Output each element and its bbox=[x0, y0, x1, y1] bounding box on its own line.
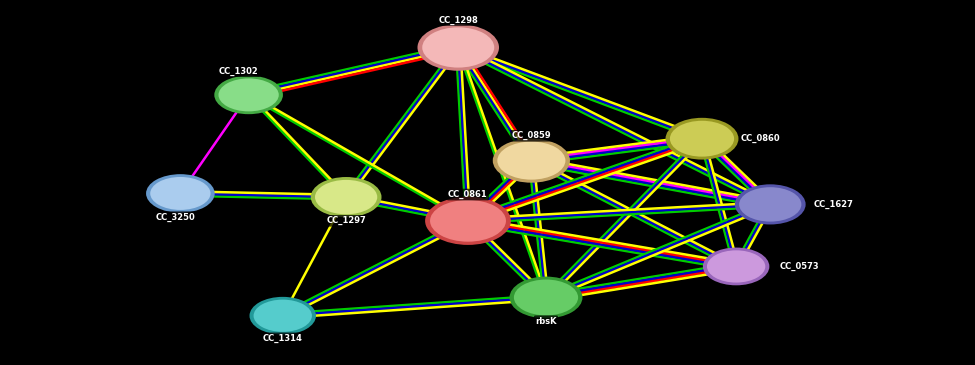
Ellipse shape bbox=[666, 118, 738, 160]
Text: CC_1314: CC_1314 bbox=[263, 334, 302, 343]
Ellipse shape bbox=[253, 299, 313, 333]
Ellipse shape bbox=[421, 26, 495, 69]
Ellipse shape bbox=[746, 191, 795, 218]
Ellipse shape bbox=[505, 146, 558, 176]
Ellipse shape bbox=[314, 179, 378, 215]
Ellipse shape bbox=[735, 184, 805, 224]
Ellipse shape bbox=[250, 297, 316, 335]
Ellipse shape bbox=[496, 141, 566, 181]
Ellipse shape bbox=[706, 249, 766, 284]
Text: CC_0573: CC_0573 bbox=[780, 262, 819, 271]
Ellipse shape bbox=[714, 254, 759, 279]
Ellipse shape bbox=[492, 138, 570, 182]
Ellipse shape bbox=[429, 199, 507, 243]
Text: CC_1627: CC_1627 bbox=[814, 200, 853, 209]
Ellipse shape bbox=[214, 76, 283, 114]
Ellipse shape bbox=[513, 278, 579, 316]
Ellipse shape bbox=[260, 303, 305, 328]
Ellipse shape bbox=[322, 183, 370, 211]
Ellipse shape bbox=[738, 186, 802, 223]
Ellipse shape bbox=[425, 197, 511, 245]
Text: CC_0859: CC_0859 bbox=[512, 131, 551, 141]
Ellipse shape bbox=[510, 277, 582, 318]
Ellipse shape bbox=[703, 247, 769, 285]
Text: CC_1298: CC_1298 bbox=[439, 15, 478, 25]
Ellipse shape bbox=[522, 283, 570, 312]
Ellipse shape bbox=[669, 120, 735, 158]
Ellipse shape bbox=[157, 180, 204, 207]
Text: CC_3250: CC_3250 bbox=[156, 212, 195, 222]
Ellipse shape bbox=[217, 77, 280, 112]
Ellipse shape bbox=[431, 32, 486, 64]
Text: CC_0861: CC_0861 bbox=[448, 190, 488, 199]
Ellipse shape bbox=[225, 82, 272, 108]
Ellipse shape bbox=[417, 24, 499, 71]
Text: CC_0860: CC_0860 bbox=[741, 134, 780, 143]
Ellipse shape bbox=[311, 177, 381, 217]
Ellipse shape bbox=[146, 174, 214, 213]
Text: CC_1297: CC_1297 bbox=[327, 216, 366, 226]
Ellipse shape bbox=[439, 204, 497, 237]
Ellipse shape bbox=[677, 124, 726, 153]
Text: CC_1302: CC_1302 bbox=[219, 66, 258, 76]
Text: rbsK: rbsK bbox=[535, 317, 557, 326]
Ellipse shape bbox=[149, 176, 212, 211]
